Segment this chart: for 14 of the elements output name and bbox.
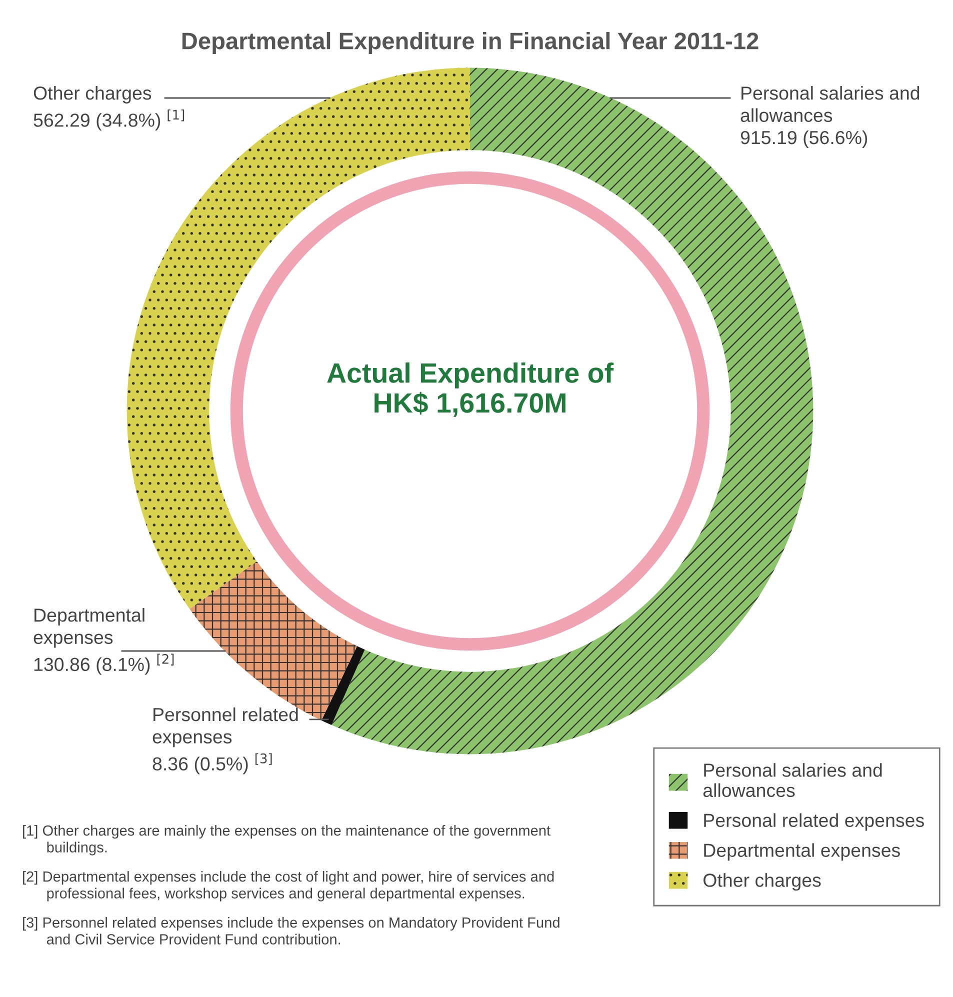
- data-label: Personnel related expenses 8.36 (0.5%) $^{[3]}$: [152, 707, 298, 774]
- text: Actual Expenditure of HK$ 1,616.70M: [327, 362, 614, 417]
- data-label: Personal salaries and allowances 915.19 (56.6%): [740, 86, 920, 148]
- data-label: Other charges 562.29 (34.8%) $^{[1]}$: [34, 86, 184, 131]
- chart-title: Departmental Expenditure in Financial Year 2011-12: [182, 32, 758, 54]
- text: [2] Departmental expenses include the cost of light and power, hire of services and professional fees, workshop services and general departmental expenses.: [23, 871, 554, 902]
- legend-label: Other charges: [704, 873, 821, 891]
- text: [3] Personnel related expenses include the expenses on Mandatory Provident Fund and Civil Service Provident Fund contribution.: [23, 917, 560, 944]
- legend-label: Personal salaries and allowances: [703, 763, 882, 798]
- data-label: Departmental expenses 130.86 (8.1%) $^{[2]}$: [34, 608, 174, 675]
- donut-slice: [321, 646, 365, 726]
- legend-label: Departmental expenses: [704, 843, 900, 861]
- text: [1] Other charges are mainly the expenses on the maintenance of the government buildings.: [23, 825, 550, 856]
- legend-label: Personal related expenses: [704, 813, 924, 831]
